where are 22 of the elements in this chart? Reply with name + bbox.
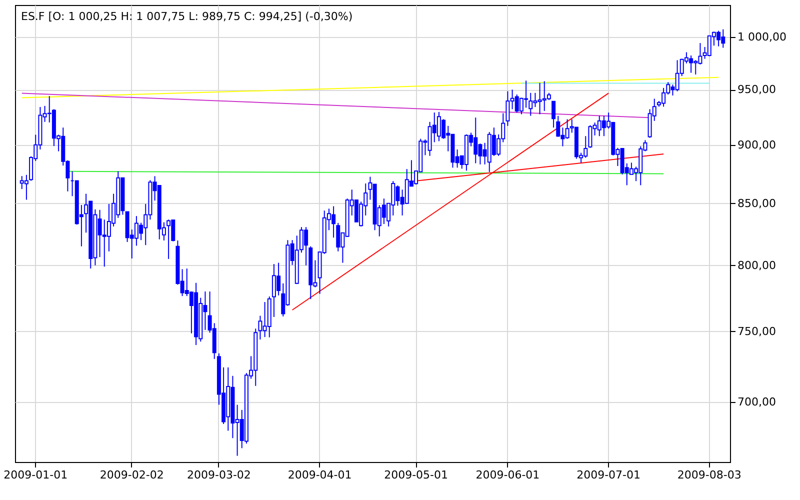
y-tick-label: 800,00 (738, 258, 776, 272)
candlestick (24, 174, 28, 200)
y-tick-label: 850,00 (738, 196, 776, 210)
x-tick-label: 2009-01-01 (4, 468, 68, 482)
y-tick-label: 900,00 (738, 138, 776, 152)
y-tick-label: 950,00 (738, 83, 776, 96)
y-tick-label: 700,00 (738, 395, 776, 408)
x-tick-label: 2009-04-01 (288, 468, 352, 482)
x-tick-label: 2009-06-01 (476, 468, 540, 482)
candlestick (556, 115, 560, 138)
x-tick-label: 2009-08-03 (677, 468, 742, 482)
x-tick-label: 2009-03-02 (186, 468, 251, 482)
candlestick (528, 92, 533, 116)
candlestick (336, 222, 340, 252)
x-tick-label: 2009-07-01 (576, 468, 641, 482)
x-tick-label: 2009-02-02 (100, 468, 164, 482)
candlestick (552, 100, 556, 128)
y-tick-label: 750,00 (738, 324, 776, 338)
x-tick-label: 2009-05-01 (384, 468, 448, 482)
text: ES.F [O: 1 000,25 H: 1 007,75 L: 989,75 C: 994,25] (-0,30%) (21, 10, 353, 23)
y-tick-label: 1 000,00 (738, 30, 786, 44)
candlestick (166, 219, 171, 260)
